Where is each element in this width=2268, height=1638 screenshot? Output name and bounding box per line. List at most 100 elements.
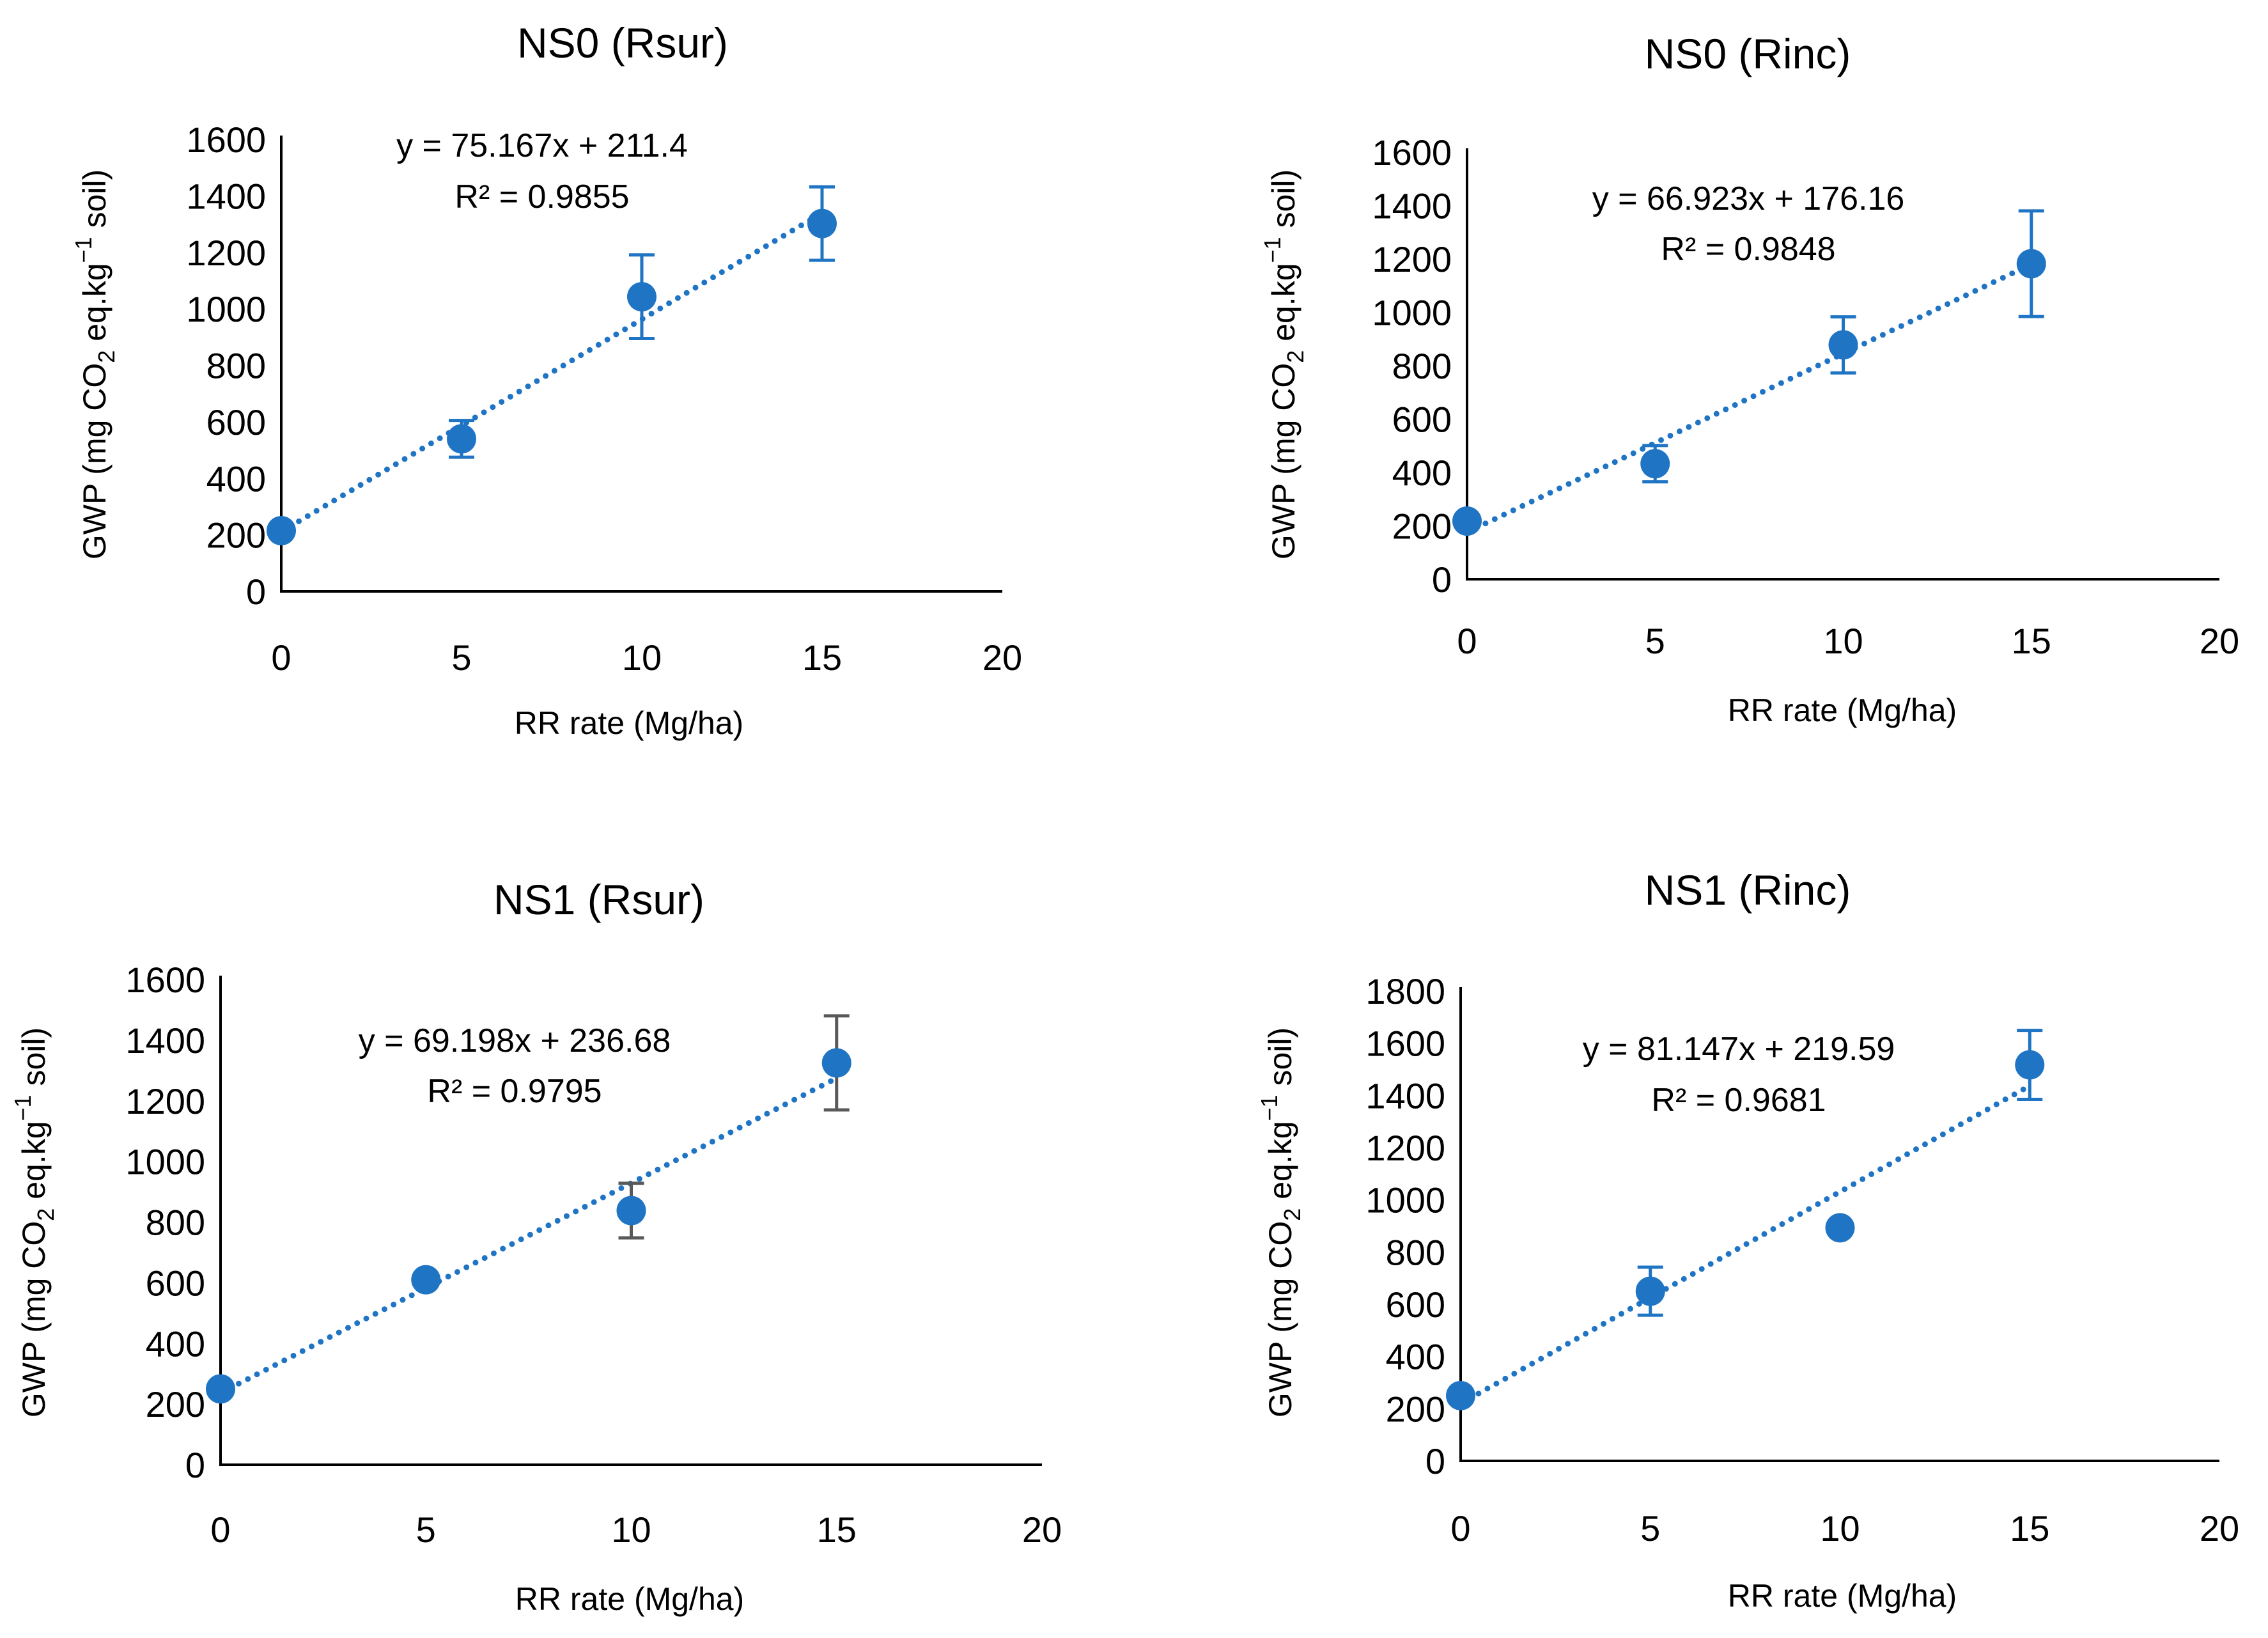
y-tick-label: 1000 <box>186 289 266 329</box>
data-point <box>1446 1380 1475 1410</box>
y-tick-label: 1600 <box>1365 1024 1445 1064</box>
y-axis-label: GWP (mg CO2 eq.kg−1 soil) <box>10 1027 59 1417</box>
y-tick-label: 400 <box>206 458 266 499</box>
data-point <box>1635 1276 1665 1306</box>
x-tick-label: 15 <box>2012 621 2051 661</box>
x-axis-label: RR rate (Mg/ha) <box>1728 1578 1957 1614</box>
chart-ns1-rinc: NS1 (Rinc)020040060080010001200140016001… <box>1256 866 2239 1614</box>
y-tick-label: 600 <box>146 1263 205 1303</box>
y-tick-label: 0 <box>1432 559 1452 600</box>
data-point <box>627 282 656 312</box>
x-tick-label: 10 <box>1820 1508 1860 1548</box>
trendline-r-squared: R² = 0.9681 <box>1651 1082 1826 1119</box>
x-tick-label: 20 <box>2200 1508 2239 1548</box>
data-point <box>616 1196 646 1226</box>
x-tick-label: 5 <box>416 1509 436 1550</box>
x-tick-label: 15 <box>817 1509 857 1550</box>
y-axis-label-mid: eq.kg <box>16 1121 52 1208</box>
x-axis-label: RR rate (Mg/ha) <box>1728 692 1957 728</box>
y-tick-label: 1600 <box>1372 132 1452 173</box>
y-axis-label: GWP (mg CO2 eq.kg−1 soil) <box>70 169 120 559</box>
x-tick-label: 0 <box>271 637 291 678</box>
y-axis-label-prefix: GWP (mg CO <box>77 363 113 559</box>
y-tick-label: 400 <box>1386 1337 1445 1377</box>
chart-title: NS1 (Rsur) <box>493 876 704 923</box>
y-tick-label: 200 <box>1392 506 1452 547</box>
chart-ns1-rsur: NS1 (Rsur) 0 200 400 600 800 1000 1200 1400 1600 0… <box>10 876 1062 1617</box>
y-axis-label-prefix: GWP (mg CO <box>16 1221 52 1417</box>
x-tick-label: 10 <box>622 637 662 678</box>
x-tick-label: 20 <box>1022 1509 1062 1550</box>
y-tick-label: 0 <box>1425 1441 1445 1481</box>
y-tick-label: 400 <box>146 1323 205 1364</box>
chart-title: NS0 (Rinc) <box>1645 30 1851 77</box>
y-axis-label: GWP (mg CO2 eq.kg−1 soil) <box>1259 169 1309 559</box>
data-point <box>2016 249 2046 279</box>
y-tick-label: 200 <box>1386 1389 1445 1429</box>
y-tick-label: 800 <box>1386 1232 1445 1272</box>
y-axis-label-mid: eq.kg <box>1262 1121 1298 1208</box>
y-tick-label: 600 <box>206 402 266 442</box>
y-axis-label-superscript: −1 <box>10 1095 36 1121</box>
y-axis-label-superscript: −1 <box>1256 1095 1282 1121</box>
x-tick-label: 20 <box>2200 621 2239 661</box>
y-tick-label: 1000 <box>1372 293 1452 333</box>
y-tick-label: 800 <box>206 346 266 386</box>
trendline-equation: y = 81.147x + 219.59 <box>1583 1031 1895 1068</box>
y-axis-label-superscript: −1 <box>1259 237 1285 263</box>
trendline-r-squared: R² = 0.9855 <box>454 178 629 215</box>
y-tick-label: 1000 <box>125 1142 205 1182</box>
y-tick-label: 1400 <box>125 1020 205 1061</box>
data-point <box>206 1374 235 1404</box>
y-tick-label: 0 <box>246 572 266 612</box>
y-tick-label: 1600 <box>186 120 266 160</box>
trendline-equation: y = 69.198x + 236.68 <box>359 1022 671 1059</box>
y-axis-label-superscript: −1 <box>70 237 97 263</box>
data-point <box>1640 449 1670 479</box>
x-tick-label: 15 <box>802 637 842 678</box>
y-tick-label: 0 <box>185 1445 205 1485</box>
y-axis-label-suffix: soil) <box>1266 169 1301 237</box>
y-axis-label-subscript: 2 <box>1279 1208 1305 1221</box>
y-axis-label-suffix: soil) <box>1262 1027 1298 1095</box>
data-point <box>821 1048 851 1078</box>
y-axis-label-subscript: 2 <box>1282 350 1309 363</box>
data-point <box>1452 506 1482 536</box>
trendline <box>1464 261 2035 535</box>
x-tick-label: 15 <box>2010 1508 2049 1548</box>
data-point <box>411 1265 441 1295</box>
y-tick-label: 800 <box>146 1203 205 1243</box>
x-axis-label: RR rate (Mg/ha) <box>515 1581 744 1617</box>
y-tick-label: 200 <box>146 1384 205 1424</box>
x-tick-label: 0 <box>210 1509 230 1550</box>
y-tick-label: 600 <box>1386 1284 1445 1325</box>
y-axis-label-mid: eq.kg <box>77 263 113 350</box>
y-axis-label-mid: eq.kg <box>1266 263 1301 350</box>
x-tick-label: 5 <box>1640 1508 1660 1548</box>
chart-ns0-rinc: NS0 (Rinc) 0 200 400 600 800 1000 1200 1400 1600 0… <box>1259 30 2239 728</box>
y-axis-label-subscript: 2 <box>33 1208 59 1221</box>
x-tick-label: 5 <box>1645 621 1665 661</box>
y-axis-label-prefix: GWP (mg CO <box>1262 1221 1298 1417</box>
y-tick-label: 800 <box>1392 346 1452 386</box>
y-axis-label-suffix: soil) <box>77 169 113 237</box>
y-tick-label: 1400 <box>1365 1075 1445 1116</box>
y-tick-label: 600 <box>1392 400 1452 440</box>
y-tick-label: 1200 <box>125 1081 205 1121</box>
y-tick-label: 200 <box>206 515 266 556</box>
y-tick-label: 1200 <box>1372 239 1452 279</box>
y-tick-label: 1400 <box>186 176 266 216</box>
chart-title: NS1 (Rinc) <box>1645 866 1851 914</box>
data-point <box>447 424 476 454</box>
trendline-equation: y = 66.923x + 176.16 <box>1592 180 1905 217</box>
x-axis-label: RR rate (Mg/ha) <box>515 705 743 741</box>
trendline <box>278 210 825 535</box>
trendline <box>1457 1082 2033 1407</box>
y-tick-label: 400 <box>1392 453 1452 493</box>
y-tick-label: 1200 <box>186 233 266 273</box>
x-tick-label: 10 <box>1823 621 1863 661</box>
chart-title: NS0 (Rsur) <box>517 19 728 66</box>
trendline-r-squared: R² = 0.9795 <box>427 1073 602 1110</box>
x-tick-label: 10 <box>611 1509 651 1550</box>
